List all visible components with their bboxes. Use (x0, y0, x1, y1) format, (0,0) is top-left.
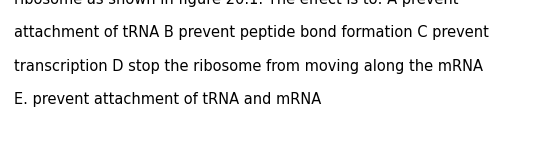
Text: attachment of tRNA B prevent peptide bond formation C prevent: attachment of tRNA B prevent peptide bon… (14, 25, 489, 40)
Text: E. prevent attachment of tRNA and mRNA: E. prevent attachment of tRNA and mRNA (14, 92, 321, 107)
Text: transcription D stop the ribosome from moving along the mRNA: transcription D stop the ribosome from m… (14, 59, 483, 73)
Text: ribosome as shown in figure 20.1. The effect is to: A prevent: ribosome as shown in figure 20.1. The ef… (14, 0, 458, 7)
